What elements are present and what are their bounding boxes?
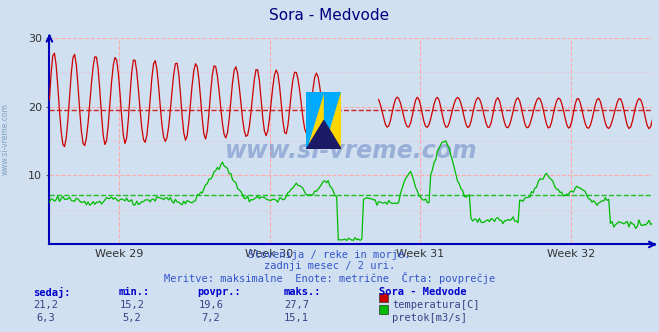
Text: 7,2: 7,2 <box>202 313 220 323</box>
Text: min.:: min.: <box>119 287 150 297</box>
Text: 6,3: 6,3 <box>37 313 55 323</box>
Text: Sora - Medvode: Sora - Medvode <box>270 8 389 23</box>
Text: maks.:: maks.: <box>283 287 321 297</box>
Text: Sora - Medvode: Sora - Medvode <box>379 287 467 297</box>
Text: Meritve: maksimalne  Enote: metrične  Črta: povprečje: Meritve: maksimalne Enote: metrične Črta… <box>164 272 495 284</box>
Text: sedaj:: sedaj: <box>33 287 71 298</box>
Text: Slovenija / reke in morje.: Slovenija / reke in morje. <box>248 250 411 260</box>
Text: pretok[m3/s]: pretok[m3/s] <box>392 313 467 323</box>
Text: www.si-vreme.com: www.si-vreme.com <box>1 104 10 175</box>
Text: www.si-vreme.com: www.si-vreme.com <box>225 139 477 163</box>
Text: povpr.:: povpr.: <box>198 287 241 297</box>
Text: temperatura[C]: temperatura[C] <box>392 300 480 310</box>
Text: 15,2: 15,2 <box>119 300 144 310</box>
Text: zadnji mesec / 2 uri.: zadnji mesec / 2 uri. <box>264 261 395 271</box>
Text: 27,7: 27,7 <box>284 300 309 310</box>
Text: 15,1: 15,1 <box>284 313 309 323</box>
Text: 21,2: 21,2 <box>34 300 59 310</box>
Text: 5,2: 5,2 <box>123 313 141 323</box>
Text: 19,6: 19,6 <box>198 300 223 310</box>
